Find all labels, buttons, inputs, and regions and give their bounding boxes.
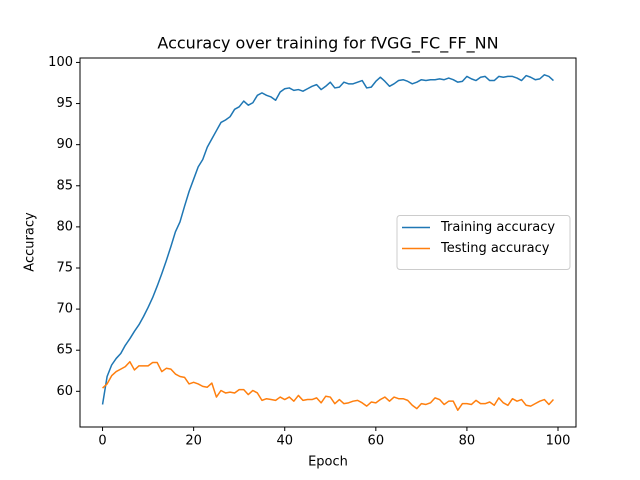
line-series — [102, 360, 555, 411]
line-series — [101, 74, 554, 405]
legend-label: Testing accuracy — [440, 241, 550, 256]
y-tick-label: 100 — [48, 55, 73, 70]
chart-title: Accuracy over training for fVGG_FC_FF_NN — [157, 34, 498, 54]
y-tick-label: 75 — [56, 260, 73, 275]
x-tick-label: 0 — [98, 434, 106, 449]
legend-box — [396, 215, 571, 270]
y-axis-label: Accuracy — [23, 212, 38, 272]
y-tick-label: 65 — [56, 343, 73, 358]
x-tick-label: 100 — [546, 434, 571, 449]
y-tick-label: 60 — [56, 384, 73, 399]
y-tick-label: 90 — [56, 137, 73, 152]
y-tick-label: 70 — [56, 302, 73, 317]
x-tick-label: 60 — [368, 434, 385, 449]
y-tick-label: 85 — [56, 178, 73, 193]
x-tick-label: 40 — [276, 434, 293, 449]
y-tick-label: 80 — [56, 219, 73, 234]
y-tick-label: 95 — [56, 96, 73, 111]
x-tick-label: 20 — [185, 434, 202, 449]
x-axis-label: Epoch — [308, 455, 348, 470]
x-tick-label: 80 — [459, 434, 476, 449]
axes-frame — [79, 57, 577, 428]
legend-label: Training accuracy — [440, 220, 555, 235]
